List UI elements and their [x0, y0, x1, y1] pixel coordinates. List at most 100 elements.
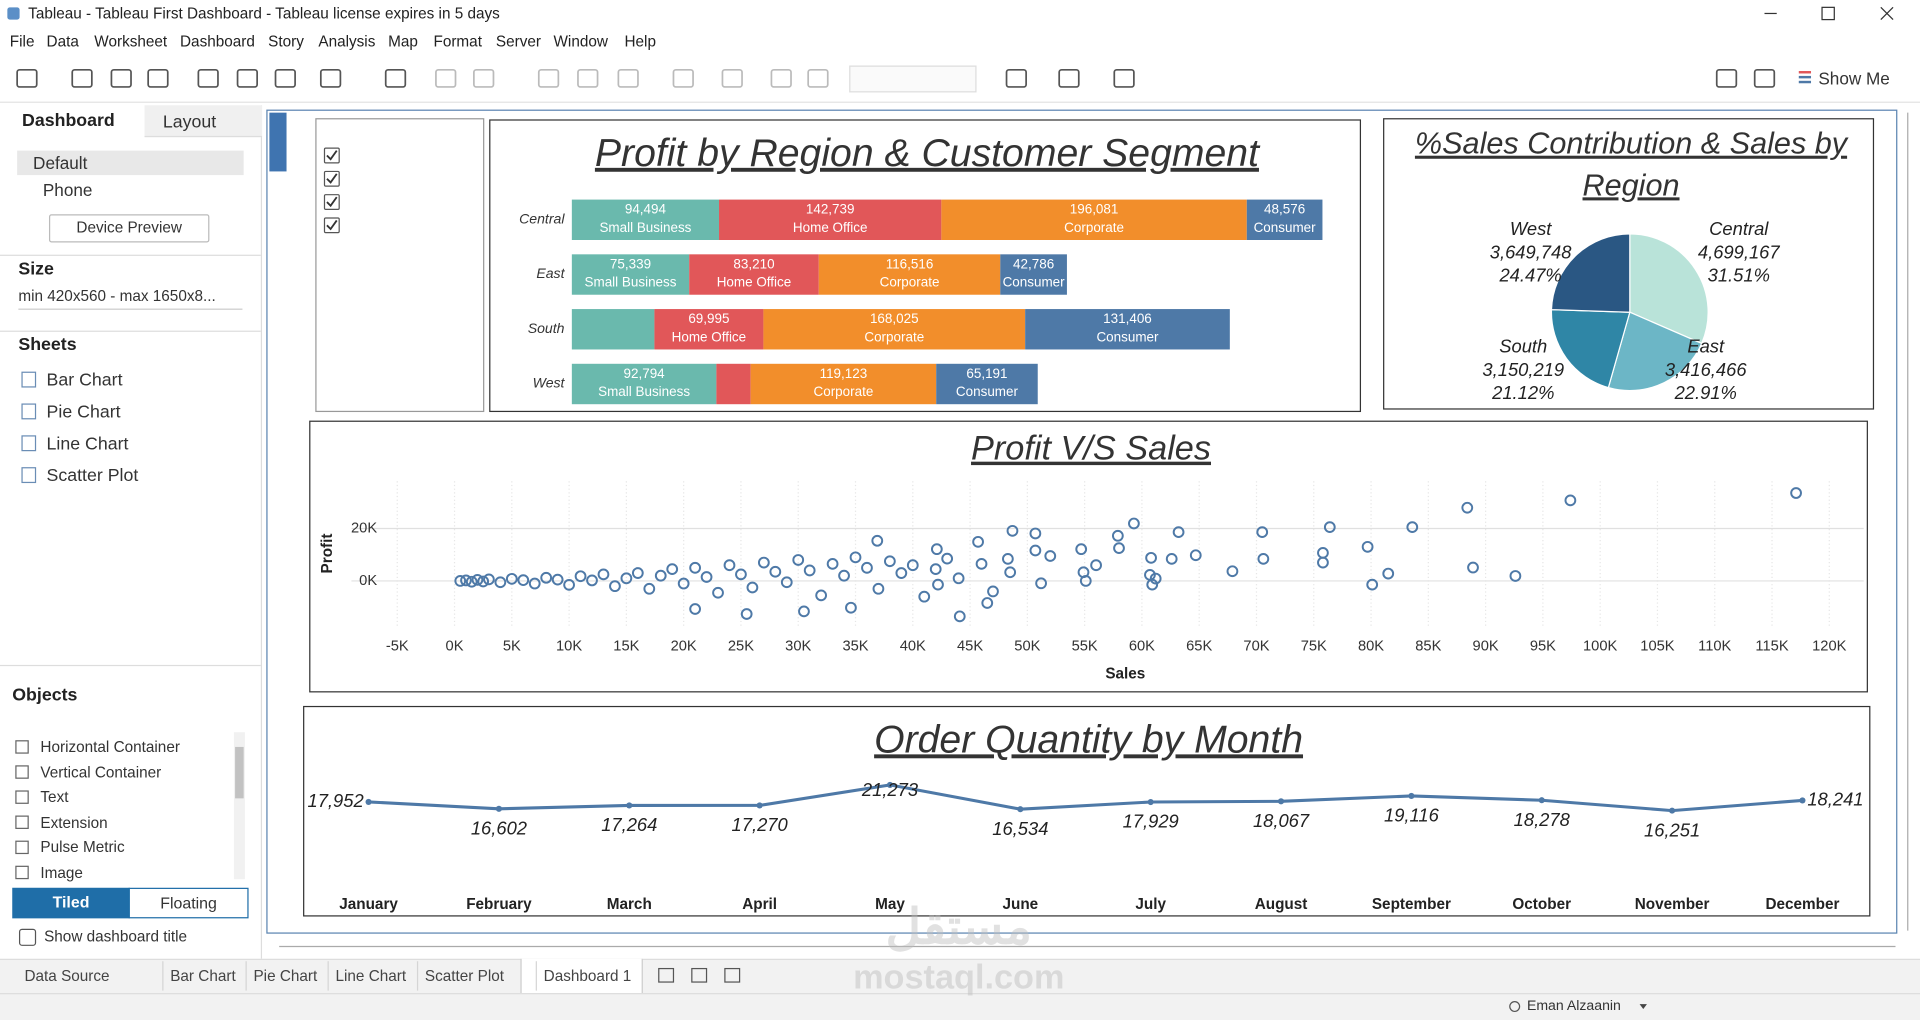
scatter-point	[723, 559, 736, 572]
sheet-tab[interactable]: Line Chart	[335, 967, 407, 985]
chart-panel	[309, 420, 1868, 693]
menu-item[interactable]: Window	[553, 33, 608, 51]
scatter-point	[609, 580, 621, 593]
sidebar-tab-label[interactable]: Layout	[162, 112, 217, 133]
menu-item[interactable]: Server	[495, 33, 542, 51]
bar-segment	[763, 309, 1026, 350]
sheet-tab[interactable]: Bar Chart	[170, 967, 236, 985]
toolbar-icon	[1753, 68, 1776, 88]
device-preview-button[interactable]: Device Preview	[48, 214, 210, 243]
data-label: 69,995	[688, 311, 729, 326]
menu-item[interactable]: Worksheet	[94, 33, 168, 51]
x-tick-label: 25K	[728, 638, 754, 654]
x-tick-label: 105K	[1640, 638, 1675, 654]
check-mark	[326, 173, 338, 184]
menu-item[interactable]: Format	[433, 33, 482, 51]
sheet-tab[interactable]: Pie Chart	[253, 967, 318, 985]
toolbar-icon	[537, 68, 560, 88]
pie-label: West	[1510, 218, 1552, 239]
filter-checkbox[interactable]	[323, 147, 340, 164]
x-tick-label: 110K	[1698, 638, 1731, 654]
sheet-icon	[21, 435, 37, 452]
sheet-tab[interactable]: Scatter Plot	[424, 967, 505, 985]
scatter-point	[483, 573, 495, 586]
menu-item[interactable]: Dashboard	[180, 33, 255, 51]
pie-slice	[1550, 308, 1631, 389]
x-axis-title: Sales	[1105, 666, 1145, 683]
status-user[interactable]: Eman Alzaanin	[1526, 999, 1621, 1014]
scatter-point	[1035, 577, 1047, 590]
title-bar	[0, 0, 1920, 29]
show-title-label[interactable]: Show dashboard title	[44, 928, 188, 946]
pie-share-label: 21.12%	[1491, 382, 1554, 403]
filter-checkbox[interactable]	[323, 170, 340, 187]
bar-segment	[1000, 254, 1067, 295]
scatter-point	[1790, 487, 1802, 499]
x-tick-label: 100K	[1583, 638, 1618, 654]
menu-item[interactable]: Data	[46, 33, 79, 51]
scatter-point	[494, 576, 507, 589]
scatter-point	[845, 601, 857, 614]
scatter-point	[838, 569, 850, 582]
filter-checkbox[interactable]	[323, 194, 340, 211]
segment-label: Corporate	[880, 275, 940, 290]
sidebar-tab	[0, 105, 145, 138]
object-item[interactable]: Horizontal Container	[40, 738, 180, 756]
scatter-point	[1317, 556, 1329, 569]
layout-mode-button[interactable]: Floating	[128, 887, 249, 919]
x-tick-label: August	[1255, 896, 1308, 913]
layout-mode-button[interactable]: Tiled	[12, 887, 130, 919]
object-item[interactable]: Image	[40, 863, 83, 882]
x-tick-label: 45K	[957, 638, 983, 654]
sheet-item[interactable]: Pie Chart	[46, 402, 121, 423]
x-tick-label: 50K	[1014, 638, 1040, 654]
pie-label: Central	[1709, 218, 1769, 239]
sheet-item[interactable]: Line Chart	[46, 434, 129, 455]
sheet-tab[interactable]: Dashboard 1	[543, 967, 632, 985]
x-tick-label: 70K	[1243, 638, 1269, 654]
object-item[interactable]: Vertical Container	[40, 763, 162, 781]
scatter-point	[689, 603, 701, 615]
data-label: 17,264	[601, 814, 657, 835]
filter-checkbox[interactable]	[323, 217, 340, 234]
device[interactable]: Default	[33, 153, 88, 173]
scatter-point	[792, 554, 805, 566]
sheet-tab[interactable]: Data Source	[24, 967, 110, 985]
chart-title: Profit V/S Sales	[971, 430, 1211, 468]
object-item[interactable]: Extension	[40, 813, 108, 831]
size-dropdown[interactable]: min 420x560 - max 1650x8...	[18, 288, 243, 310]
device-row	[17, 150, 244, 176]
data-label: 18,278	[1514, 809, 1571, 830]
toolbar-icon	[1113, 68, 1135, 88]
pie-value-label: 3,416,466	[1665, 359, 1747, 380]
scatter-point	[528, 577, 541, 590]
window-title: Tableau - Tableau First Dashboard - Tabl…	[28, 4, 500, 23]
sidebar-tab-label[interactable]: Dashboard	[22, 111, 115, 132]
y-tick-label: 0K	[359, 573, 377, 589]
object-item[interactable]: Text	[40, 788, 69, 806]
checkbox	[18, 928, 37, 946]
bar-segment	[750, 363, 937, 405]
show-me-button[interactable]: Show Me	[1818, 68, 1890, 89]
device[interactable]: Phone	[42, 180, 93, 200]
x-tick-label: 0K	[446, 638, 464, 654]
scatter-point	[1366, 578, 1379, 591]
toolbar-icon	[197, 68, 219, 88]
menu-item[interactable]: Help	[624, 33, 656, 51]
chart-title-line: %Sales Contribution & Sales by	[1415, 127, 1849, 161]
scatter-point	[460, 574, 472, 587]
menu-item[interactable]: Story	[268, 33, 304, 51]
separator	[0, 254, 261, 256]
data-label: 168,025	[870, 311, 919, 326]
data-label: 196,081	[1070, 202, 1119, 217]
sheet-item[interactable]: Scatter Plot	[46, 466, 139, 487]
sheet-item[interactable]: Bar Chart	[46, 371, 123, 391]
data-label: 94,494	[625, 202, 667, 217]
scatter-point	[1461, 501, 1474, 514]
object-item[interactable]: Pulse Metric	[40, 838, 125, 856]
menu-item[interactable]: File	[9, 33, 35, 51]
scatter-point	[1004, 566, 1017, 579]
menu-item[interactable]: Map	[388, 33, 418, 51]
menu-item[interactable]: Analysis	[318, 33, 376, 51]
